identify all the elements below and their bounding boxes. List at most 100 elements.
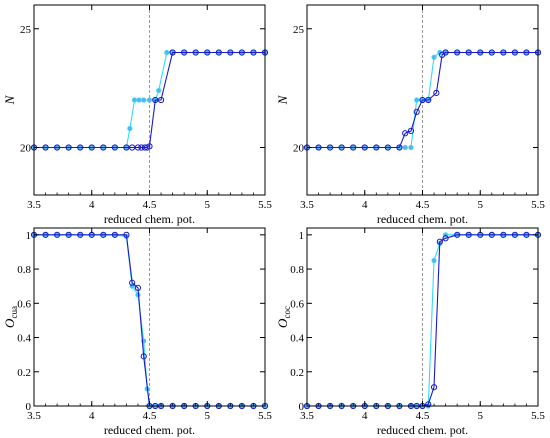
- y-tick-label: 1: [26, 230, 32, 242]
- data-point-dark: [123, 144, 130, 151]
- data-point-dark: [454, 49, 461, 56]
- data-point-light: [127, 125, 133, 132]
- y-tick-label: 0: [299, 401, 305, 413]
- data-point-light: [141, 97, 147, 103]
- series-line-dark: [34, 51, 265, 149]
- data-point-dark: [140, 353, 147, 360]
- data-point-dark: [138, 144, 145, 151]
- data-point-light: [131, 97, 138, 103]
- data-point-light: [146, 97, 153, 103]
- data-point-light: [414, 97, 420, 103]
- data-point-dark: [250, 49, 257, 56]
- data-point-dark: [42, 231, 49, 238]
- data-point-dark: [315, 144, 322, 151]
- y-tick-label: 0.6: [290, 298, 304, 310]
- data-point-light: [431, 54, 437, 60]
- data-point-dark: [238, 49, 245, 56]
- data-point-dark: [361, 144, 368, 151]
- x-axis-label: reduced chem. pot.: [104, 423, 195, 437]
- data-point-dark: [454, 231, 461, 238]
- y-tick-label: 0.8: [17, 264, 31, 276]
- y-tick-label: 0.4: [290, 333, 304, 345]
- data-point-dark: [181, 49, 188, 56]
- x-tick-label: 4.5: [143, 410, 157, 422]
- series-line-dark: [307, 51, 538, 149]
- y-tick-label: 0.4: [17, 333, 31, 345]
- data-point-dark: [373, 144, 380, 151]
- data-point-dark: [157, 96, 165, 104]
- data-point-dark: [523, 49, 530, 56]
- data-point-light: [402, 144, 408, 151]
- y-tick-label: 25: [293, 24, 305, 36]
- data-point-dark: [111, 231, 118, 238]
- data-point-dark: [54, 231, 61, 238]
- data-point-dark: [402, 130, 409, 137]
- data-point-dark: [152, 96, 159, 104]
- data-point-dark: [430, 384, 438, 391]
- data-point-dark: [419, 96, 426, 104]
- x-tick-label: 3.5: [300, 410, 314, 422]
- data-point-dark: [396, 144, 403, 151]
- data-point-dark: [511, 49, 519, 56]
- x-tick-label: 5.5: [258, 410, 272, 422]
- data-point-light: [164, 49, 170, 56]
- data-point-dark: [465, 49, 472, 56]
- x-tick-label: 3.5: [27, 410, 41, 422]
- y-axis-label-sub: coc: [282, 306, 292, 319]
- x-tick-label: 5: [478, 199, 484, 211]
- data-point-dark: [111, 144, 118, 151]
- chart-panel-ocua: 3.5 4 4.5 5 5.5 0 0.2 0.4 0.6 0.8 1 reduced chem. p…: [2, 227, 272, 437]
- data-point-dark: [407, 127, 415, 134]
- data-point-dark: [129, 144, 136, 151]
- data-point-dark: [413, 108, 420, 115]
- data-point-dark: [465, 231, 472, 238]
- data-point-dark: [88, 144, 95, 151]
- x-tick-label: 5.5: [531, 199, 545, 211]
- y-axis-label-main: O: [275, 318, 290, 328]
- data-point-dark: [511, 231, 519, 238]
- x-tick-label: 4.5: [416, 410, 430, 422]
- data-point-dark: [442, 235, 449, 242]
- data-point-dark: [488, 231, 495, 238]
- x-tick-label: 5: [205, 410, 211, 422]
- y-axis-label-sub: cua: [9, 306, 19, 319]
- data-point-dark: [433, 89, 440, 96]
- data-point-dark: [100, 231, 107, 238]
- data-point-light: [136, 97, 142, 103]
- y-tick-label: 0.8: [290, 264, 304, 276]
- y-axis-label: N: [275, 94, 290, 105]
- y-tick-label: 0.6: [17, 298, 31, 310]
- data-point-dark: [169, 49, 176, 56]
- data-point-light: [431, 257, 437, 264]
- data-point-dark: [442, 49, 449, 56]
- chart-panel-n-right: 3.5 4 4.5 5 5.5 20 25 reduced chem. pot. N: [275, 4, 545, 226]
- y-tick-label: 1: [299, 230, 305, 242]
- data-point-dark: [192, 49, 199, 56]
- data-point-dark: [146, 143, 153, 150]
- data-point-dark: [77, 144, 84, 151]
- data-point-dark: [425, 401, 432, 408]
- data-point-dark: [436, 238, 443, 245]
- chart-panel-n-left: 3.5 4 4.5 5 5.5 20 25 reduced chem. pot. N: [2, 4, 272, 226]
- x-axis-label: reduced chem. pot.: [377, 423, 468, 437]
- data-point-light: [408, 144, 414, 151]
- y-axis-label-main: N: [275, 94, 290, 105]
- x-tick-label: 3.5: [27, 199, 41, 211]
- data-point-dark: [129, 279, 136, 286]
- data-point-dark: [54, 144, 61, 151]
- x-tick-label: 4.5: [143, 199, 157, 211]
- data-point-dark: [477, 49, 484, 56]
- y-axis-label: Ococ: [275, 306, 292, 328]
- y-tick-label: 25: [20, 24, 32, 36]
- y-tick-label: 0.2: [17, 367, 31, 379]
- data-point-dark: [523, 231, 530, 238]
- x-tick-label: 5.5: [531, 410, 545, 422]
- data-point-dark: [42, 144, 49, 151]
- x-tick-label: 4: [89, 199, 95, 211]
- data-point-dark: [134, 284, 142, 292]
- x-tick-label: 4: [362, 199, 368, 211]
- data-point-dark: [425, 96, 432, 104]
- data-point-dark: [488, 49, 495, 56]
- x-axis-label: reduced chem. pot.: [377, 212, 468, 226]
